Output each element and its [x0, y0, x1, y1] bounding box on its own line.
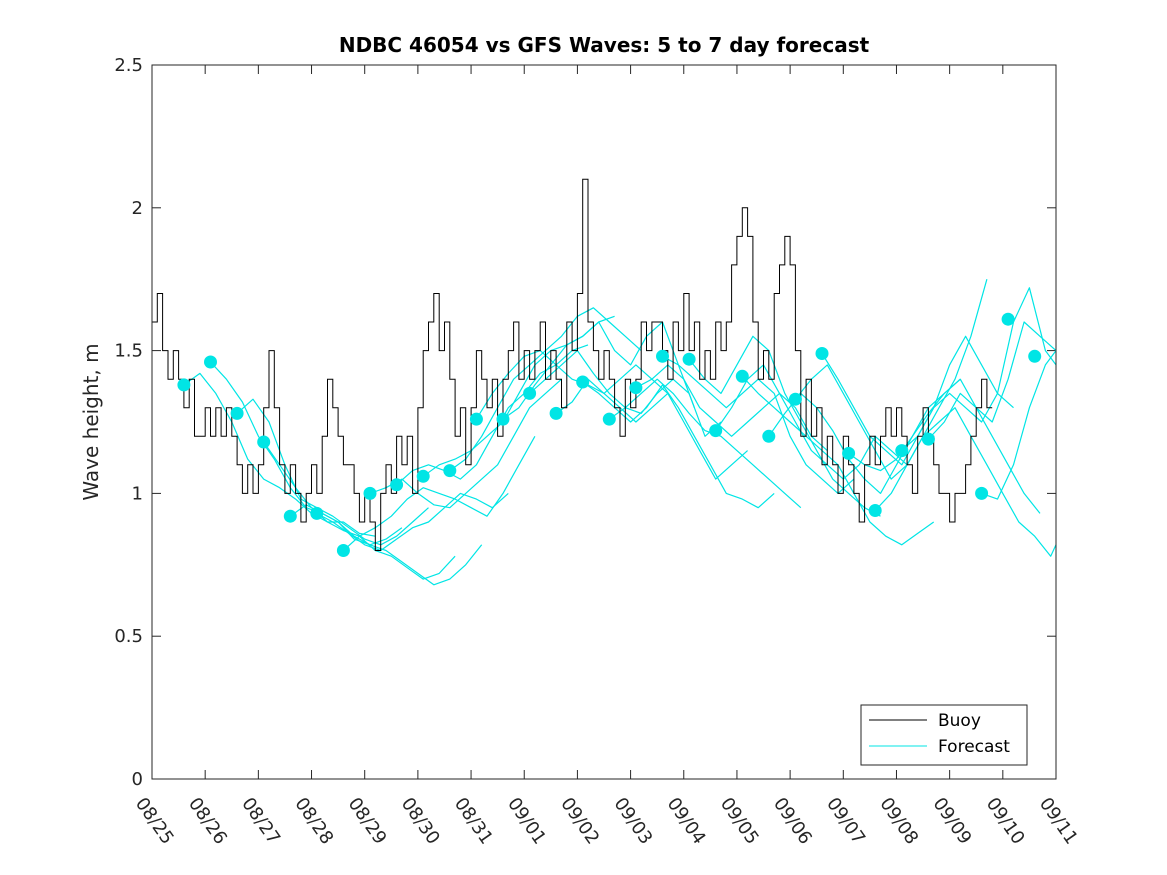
forecast-marker: [602, 412, 616, 426]
forecast-marker: [523, 386, 537, 400]
forecast-run-line: [688, 335, 881, 517]
forecast-run-line: [369, 378, 562, 509]
forecast-marker: [257, 435, 271, 449]
forecast-marker: [283, 509, 297, 523]
legend-forecast-label: Forecast: [938, 737, 1010, 757]
forecast-marker: [416, 469, 430, 483]
forecast-marker: [1028, 349, 1042, 363]
series-layer: [152, 178, 1057, 586]
forecast-run-line: [981, 350, 1057, 500]
forecast-marker: [788, 392, 802, 406]
forecast-marker: [390, 478, 404, 492]
forecast-marker: [576, 375, 590, 389]
forecast-run-line: [316, 492, 509, 552]
forecast-marker: [363, 486, 377, 500]
y-tick-label: 2.5: [114, 55, 143, 76]
forecast-marker: [975, 486, 989, 500]
y-tick-label: 0.5: [114, 626, 143, 647]
forecast-marker: [1001, 312, 1015, 326]
forecast-marker: [895, 444, 909, 458]
forecast-marker: [230, 406, 244, 420]
forecast-marker: [204, 355, 217, 369]
y-axis-label: Wave height, m: [79, 343, 103, 500]
forecast-marker: [549, 406, 563, 420]
forecast-run-line: [794, 279, 988, 480]
legend-buoy-label: Buoy: [938, 711, 981, 731]
forecast-marker: [815, 347, 829, 360]
forecast-marker: [735, 369, 749, 383]
forecast-marker: [868, 504, 882, 517]
chart-title: NDBC 46054 vs GFS Waves: 5 to 7 day fore…: [339, 33, 870, 57]
legend-box: [860, 704, 1028, 766]
forecast-marker: [682, 352, 696, 366]
y-tick-labels: 0 0.5 1 1.5 2 2.5: [114, 55, 143, 790]
forecast-marker: [469, 412, 483, 426]
forecast-marker: [177, 378, 191, 392]
forecast-marker: [842, 446, 856, 460]
legend: Buoy Forecast: [860, 704, 1028, 766]
y-tick-label: 0: [132, 769, 143, 790]
axes-box: [151, 64, 1057, 780]
forecast-marker: [709, 424, 723, 438]
forecast-marker: [762, 429, 776, 443]
forecast-run-line: [608, 378, 802, 509]
forecast-run-line: [927, 321, 1057, 440]
forecast-marker: [336, 544, 350, 557]
axis-ticks: [151, 64, 1057, 780]
forecast-marker: [656, 349, 669, 363]
y-tick-label: 1.5: [114, 341, 143, 362]
forecast-marker: [310, 506, 324, 520]
buoy-series-line: [152, 178, 993, 551]
y-tick-label: 1: [132, 483, 143, 504]
forecast-marker: [921, 432, 935, 446]
forecast-run-line: [183, 372, 376, 537]
y-tick-label: 2: [132, 198, 143, 219]
forecast-marker: [629, 381, 643, 395]
forecast-marker: [496, 412, 510, 426]
forecast-marker: [443, 464, 457, 478]
forecast-run-line: [236, 398, 429, 546]
forecast-run-line: [848, 378, 1041, 514]
